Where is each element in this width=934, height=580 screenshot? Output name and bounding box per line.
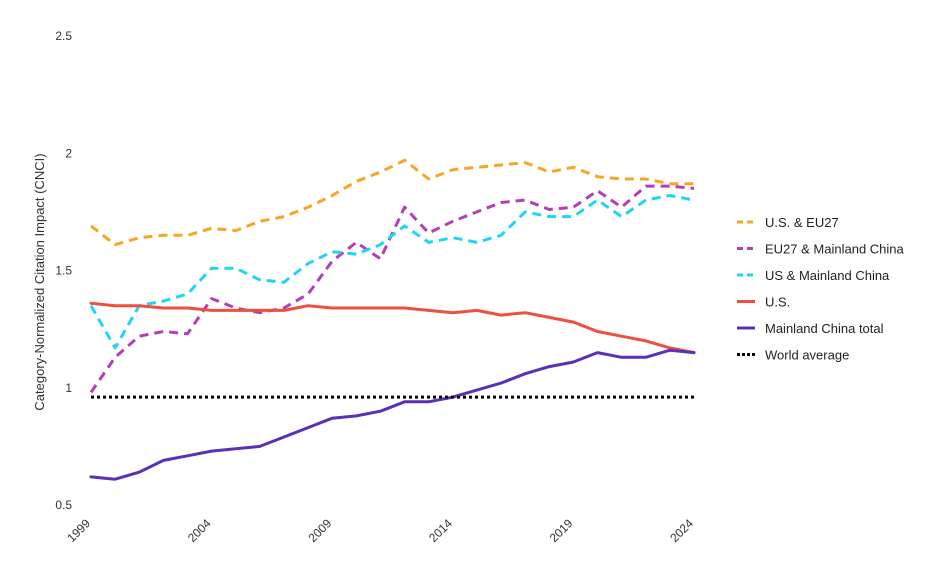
x-tick-label: 2024 xyxy=(667,516,696,545)
x-tick-label: 2004 xyxy=(185,516,214,545)
legend: U.S. & EU27 EU27 & Mainland China US & Mai… xyxy=(737,215,905,363)
series-line-u-s xyxy=(89,301,696,355)
x-tick-label: 2009 xyxy=(306,516,335,545)
legend-label-us-mainland-china: US & Mainland China xyxy=(765,268,890,283)
y-tick-label: 0.5 xyxy=(55,498,72,512)
series-line-mainland-china-total xyxy=(89,348,696,481)
y-tick-label: 2.5 xyxy=(55,29,72,43)
x-axis-ticks: 1999 2004 2009 2014 2019 2024 xyxy=(64,516,696,545)
x-tick-label: 1999 xyxy=(64,516,93,545)
series-line-eu27-mainland-china xyxy=(89,184,695,394)
legend-label-mainland-china-total: Mainland China total xyxy=(765,321,884,336)
y-tick-label: 1.5 xyxy=(55,264,72,278)
series-layer xyxy=(89,158,696,481)
legend-label-world-average: World average xyxy=(765,348,849,363)
y-tick-label: 1 xyxy=(65,381,72,395)
y-tick-label: 2 xyxy=(65,146,72,160)
series-line-u-s-eu27 xyxy=(90,158,694,247)
y-axis-ticks: 0.5 1 1.5 2 2.5 xyxy=(55,29,72,512)
y-axis-title: Category-Normalized Citation Impact (CNC… xyxy=(32,153,47,410)
legend-label-u-s-eu27: U.S. & EU27 xyxy=(765,215,839,230)
legend-label-eu27-mainland-china: EU27 & Mainland China xyxy=(765,242,905,257)
series-line-us-mainland-china xyxy=(89,194,695,350)
x-tick-label: 2019 xyxy=(547,516,576,545)
legend-label-u-s: U.S. xyxy=(765,295,790,310)
x-tick-label: 2014 xyxy=(426,516,455,545)
